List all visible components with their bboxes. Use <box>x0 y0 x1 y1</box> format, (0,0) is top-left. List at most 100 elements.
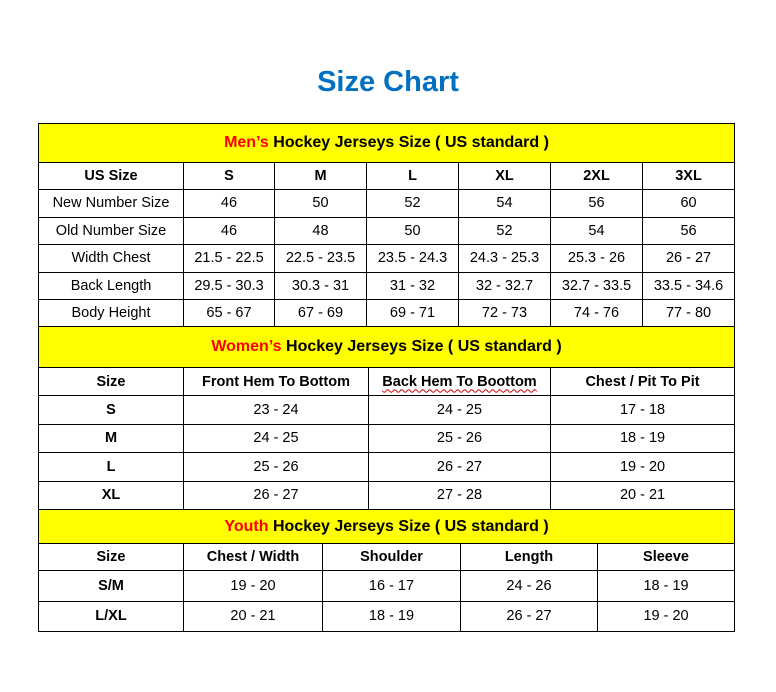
table-cell: 25 - 26 <box>183 452 369 482</box>
table-cell: 69 - 71 <box>366 299 459 328</box>
section-caption: Youth Hockey Jerseys Size ( US standard … <box>37 509 736 544</box>
header-row: Size Chest / Width Shoulder Length Sleeve <box>38 543 736 571</box>
table-cell: 32.7 - 33.5 <box>550 271 643 300</box>
row-label: Old Number Size <box>38 216 184 245</box>
page-title: Size Chart <box>317 66 459 98</box>
column-header: Chest / Pit To Pit <box>549 367 736 396</box>
table-cell: 17 - 18 <box>549 395 736 425</box>
row-label: M <box>38 423 184 453</box>
column-header-label: Front Hem To Bottom <box>202 373 350 390</box>
table-cell: 20 - 21 <box>183 600 323 632</box>
table-cell: 19 - 20 <box>549 452 736 482</box>
table-cell: 26 - 27 <box>183 480 369 510</box>
table-cell: 24 - 25 <box>183 423 369 453</box>
caption-text: Hockey Jerseys Size ( US standard ) <box>268 134 549 151</box>
column-header: Size <box>38 543 184 571</box>
table-cell: 50 <box>366 216 459 245</box>
column-header: Front Hem To Bottom <box>183 367 369 396</box>
table-cell: 23 - 24 <box>183 395 369 425</box>
row-label: S <box>38 395 184 425</box>
table-cell: 32 - 32.7 <box>458 271 551 300</box>
column-header-label: Sleeve <box>643 549 689 565</box>
table-row: XL 26 - 27 27 - 28 20 - 21 <box>38 480 736 510</box>
table-cell: 60 <box>641 189 736 218</box>
table-cell: 31 - 32 <box>366 271 459 300</box>
youth-size-table: Youth Hockey Jerseys Size ( US standard … <box>37 509 736 632</box>
table-cell: 26 - 27 <box>368 452 551 482</box>
column-header-label: L <box>408 168 417 184</box>
table-row: Width Chest 21.5 - 22.5 22.5 - 23.5 23.5 - … <box>38 244 736 273</box>
column-header: 3XL <box>641 162 736 190</box>
table-cell: 24 - 26 <box>460 570 598 602</box>
table-row: S/M 19 - 20 16 - 17 24 - 26 18 - 19 <box>38 570 736 602</box>
table-cell: 20 - 21 <box>549 480 736 510</box>
table-cell: 18 - 19 <box>549 423 736 453</box>
table-cell: 25.3 - 26 <box>550 244 643 273</box>
table-row: M 24 - 25 25 - 26 18 - 19 <box>38 423 736 453</box>
table-row: Back Length 29.5 - 30.3 30.3 - 31 31 - 32 32… <box>38 271 736 300</box>
table-row: L 25 - 26 26 - 27 19 - 20 <box>38 452 736 482</box>
table-cell: 46 <box>183 189 275 218</box>
row-label: Width Chest <box>38 244 184 273</box>
caption-text: Hockey Jerseys Size ( US standard ) <box>281 338 562 355</box>
column-header-label: Chest / Pit To Pit <box>585 373 700 390</box>
table-row: L/XL 20 - 21 18 - 19 26 - 27 19 - 20 <box>38 600 736 632</box>
mens-size-table: Men’s Hockey Jerseys Size ( US standard … <box>37 123 736 328</box>
table-cell: 65 - 67 <box>183 299 275 328</box>
table-cell: 26 - 27 <box>460 600 598 632</box>
table-cell: 48 <box>274 216 367 245</box>
table-cell: 74 - 76 <box>550 299 643 328</box>
table-cell: 50 <box>274 189 367 218</box>
table-row: Body Height 65 - 67 67 - 69 69 - 71 72 - 73 7… <box>38 299 736 328</box>
womens-size-table: Women’s Hockey Jerseys Size ( US standar… <box>37 326 736 510</box>
header-row: Size Front Hem To Bottom Back Hem To Boott… <box>38 367 736 396</box>
table-row: S 23 - 24 24 - 25 17 - 18 <box>38 395 736 425</box>
table-cell: 27 - 28 <box>368 480 551 510</box>
caption-highlight: Women’s <box>211 338 282 355</box>
table-cell: 72 - 73 <box>458 299 551 328</box>
column-header-label: Back Hem To Boottom <box>382 373 537 390</box>
column-header: L <box>366 162 459 190</box>
table-cell: 19 - 20 <box>183 570 323 602</box>
table-cell: 77 - 80 <box>641 299 736 328</box>
table-cell: 24 - 25 <box>368 395 551 425</box>
table-cell: 26 - 27 <box>641 244 736 273</box>
table-row: Old Number Size 46 48 50 52 54 56 <box>38 216 736 245</box>
table-cell: 33.5 - 34.6 <box>641 271 736 300</box>
column-header: 2XL <box>550 162 643 190</box>
column-header-label: M <box>314 168 327 184</box>
table-cell: 52 <box>366 189 459 218</box>
table-cell: 30.3 - 31 <box>274 271 367 300</box>
column-header-label: XL <box>495 168 514 184</box>
section-caption: Women’s Hockey Jerseys Size ( US standar… <box>37 326 736 368</box>
table-cell: 22.5 - 23.5 <box>274 244 367 273</box>
row-label: Back Length <box>38 271 184 300</box>
table-cell: 29.5 - 30.3 <box>183 271 275 300</box>
table-cell: 54 <box>458 189 551 218</box>
table-cell: 56 <box>641 216 736 245</box>
column-header: Shoulder <box>322 543 461 571</box>
table-cell: 24.3 - 25.3 <box>458 244 551 273</box>
column-header: US Size <box>38 162 184 190</box>
table-cell: 46 <box>183 216 275 245</box>
row-label: S/M <box>38 570 184 602</box>
table-cell: 16 - 17 <box>322 570 461 602</box>
column-header-label: Shoulder <box>360 549 423 565</box>
column-header-label: 2XL <box>583 168 610 184</box>
column-header: Chest / Width <box>183 543 323 571</box>
row-label: XL <box>38 480 184 510</box>
row-label: Body Height <box>38 299 184 328</box>
caption-highlight: Youth <box>224 517 269 535</box>
table-cell: 18 - 19 <box>322 600 461 632</box>
column-header: Sleeve <box>596 543 736 571</box>
caption-text: Hockey Jerseys Size ( US standard ) <box>268 517 549 535</box>
column-header-label: Chest / Width <box>206 549 300 565</box>
column-header: S <box>183 162 275 190</box>
table-cell: 52 <box>458 216 551 245</box>
column-header: Size <box>38 367 184 396</box>
section-caption: Men’s Hockey Jerseys Size ( US standard … <box>37 123 736 163</box>
column-header-label: 3XL <box>675 168 702 184</box>
column-header: XL <box>458 162 551 190</box>
row-label: New Number Size <box>38 189 184 218</box>
table-cell: 18 - 19 <box>596 570 736 602</box>
